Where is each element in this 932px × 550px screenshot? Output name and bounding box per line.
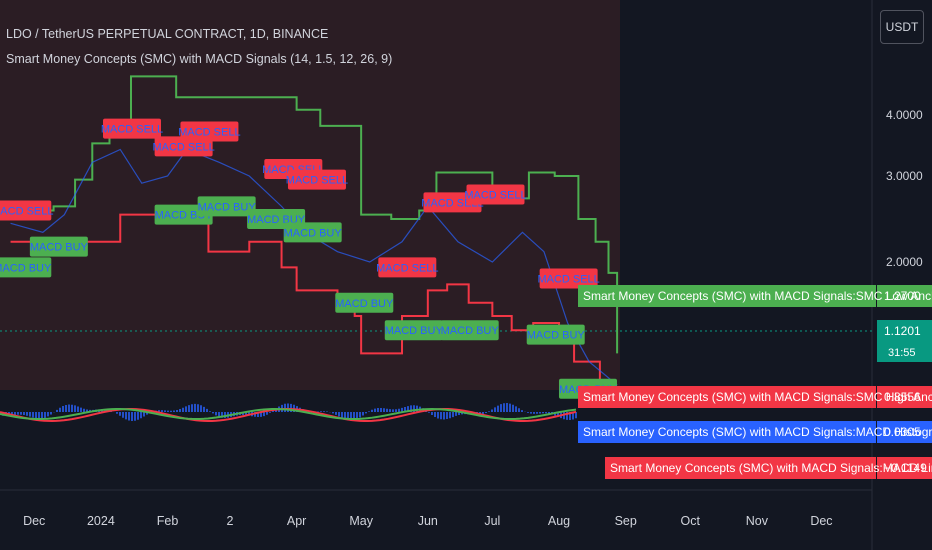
price-tag bbox=[877, 457, 932, 479]
signal-box bbox=[29, 236, 88, 257]
signal-text: MACD SELL bbox=[464, 189, 526, 201]
x-tick-label: Dec bbox=[23, 514, 45, 528]
signal-box bbox=[0, 257, 52, 278]
x-tick-label: Nov bbox=[746, 514, 769, 528]
signal-text: MACD BUY bbox=[198, 201, 257, 213]
macd-sell-label: MACD SELL bbox=[464, 184, 527, 205]
macd-buy-label: MACD BUY bbox=[197, 196, 257, 217]
price-tag bbox=[877, 386, 932, 408]
y-tick-label: 4.0000 bbox=[886, 108, 923, 122]
x-tick-label: Jul bbox=[484, 514, 500, 528]
symbol-title: LDO / TetherUS PERPETUAL CONTRACT, 1D, B… bbox=[6, 27, 329, 41]
signal-text: MACD BUY bbox=[527, 330, 586, 342]
signal-box bbox=[539, 268, 598, 289]
series-name-text: Smart Money Concepts (SMC) with MACD Sig… bbox=[583, 425, 932, 439]
signal-box bbox=[102, 118, 161, 139]
signal-text: MACD BUY bbox=[335, 298, 394, 310]
price-tag bbox=[877, 285, 932, 307]
macd-buy-label: MACD BUY bbox=[283, 222, 343, 243]
macd-sell-label: MACD SELL bbox=[101, 118, 163, 139]
macd-sell-label: MACD SELL bbox=[286, 169, 348, 190]
series-name-box bbox=[578, 421, 876, 443]
macd-signal-line bbox=[0, 407, 577, 421]
signal-text: MACD SELL bbox=[537, 274, 599, 286]
signal-text: MACD SELL bbox=[376, 262, 438, 274]
signal-box bbox=[197, 196, 256, 217]
signal-box bbox=[154, 136, 213, 157]
macd-buy-label: MACD BUY bbox=[384, 320, 444, 341]
signal-text: MACD BUY bbox=[284, 227, 343, 239]
series-line bbox=[10, 75, 619, 354]
signal-box bbox=[283, 222, 342, 243]
macd-buy-label: MACD BUY bbox=[335, 292, 394, 313]
signal-text: MACD SELL bbox=[0, 205, 53, 217]
price-tag-value: 1.1201 bbox=[884, 324, 921, 338]
y-tick-label: 2.0000 bbox=[886, 255, 923, 269]
macd-sell-label: MACD SELL bbox=[537, 268, 600, 289]
signal-box bbox=[384, 320, 443, 341]
x-tick-label: Jun bbox=[418, 514, 438, 528]
signal-text: MACD BUY bbox=[30, 242, 89, 254]
x-tick-label: May bbox=[349, 514, 373, 528]
signal-text: MACD SELL bbox=[178, 127, 240, 139]
series-name-text: Smart Money Concepts (SMC) with MACD Sig… bbox=[610, 461, 932, 475]
signal-text: MACD BUY bbox=[0, 262, 52, 274]
price-tag bbox=[877, 320, 932, 342]
x-tick-label: Aug bbox=[548, 514, 570, 528]
price-tag-value: 0.8556 bbox=[884, 390, 921, 404]
signal-box bbox=[287, 169, 346, 190]
series-name-text: Smart Money Concepts (SMC) with MACD Sig… bbox=[583, 390, 932, 404]
countdown-text: 31:55 bbox=[888, 347, 916, 359]
indicator-title: Smart Money Concepts (SMC) with MACD Sig… bbox=[6, 52, 393, 66]
price-tag-value: 0.0305 bbox=[884, 425, 921, 439]
price-tag-value: −0.1149 bbox=[884, 461, 927, 475]
macd-sell-label: MACD SELL bbox=[0, 200, 53, 221]
countdown-box bbox=[877, 342, 932, 362]
signal-box bbox=[440, 320, 499, 341]
series-name-box bbox=[578, 386, 876, 408]
macd-sell-label: MACD SELL bbox=[376, 257, 438, 278]
x-tick-label: Oct bbox=[681, 514, 701, 528]
signal-text: MACD BUY bbox=[441, 325, 500, 337]
signal-box bbox=[335, 292, 394, 313]
x-tick-label: Dec bbox=[810, 514, 832, 528]
signal-text: MACD SELL bbox=[152, 141, 214, 153]
currency-button[interactable]: USDT bbox=[880, 10, 924, 44]
macd-buy-label: MACD BUY bbox=[440, 320, 500, 341]
series-name-box bbox=[578, 285, 876, 307]
macd-buy-label: MACD BUY bbox=[0, 257, 52, 278]
x-tick-label: 2 bbox=[226, 514, 233, 528]
x-tick-label: 2024 bbox=[87, 514, 115, 528]
series-name-text: Smart Money Concepts (SMC) with MACD Sig… bbox=[583, 289, 932, 303]
x-tick-label: Sep bbox=[615, 514, 637, 528]
macd-buy-label: MACD BUY bbox=[29, 236, 89, 257]
signal-box bbox=[526, 324, 585, 345]
signal-box bbox=[378, 257, 437, 278]
signal-text: MACD SELL bbox=[286, 175, 348, 187]
x-tick-label: Apr bbox=[287, 514, 306, 528]
y-tick-label: 3.0000 bbox=[886, 169, 923, 183]
signal-box bbox=[466, 184, 525, 205]
signal-text: MACD BUY bbox=[385, 325, 444, 337]
signal-text: MACD SELL bbox=[101, 124, 163, 136]
price-tag bbox=[877, 421, 932, 443]
signal-box bbox=[0, 200, 52, 221]
macd-sell-label: MACD SELL bbox=[152, 136, 215, 157]
series-name-box bbox=[605, 457, 876, 479]
x-tick-label: Feb bbox=[157, 514, 179, 528]
price-tag-value: 1.2700 bbox=[884, 289, 921, 303]
macd-buy-label: MACD BUY bbox=[526, 324, 586, 345]
